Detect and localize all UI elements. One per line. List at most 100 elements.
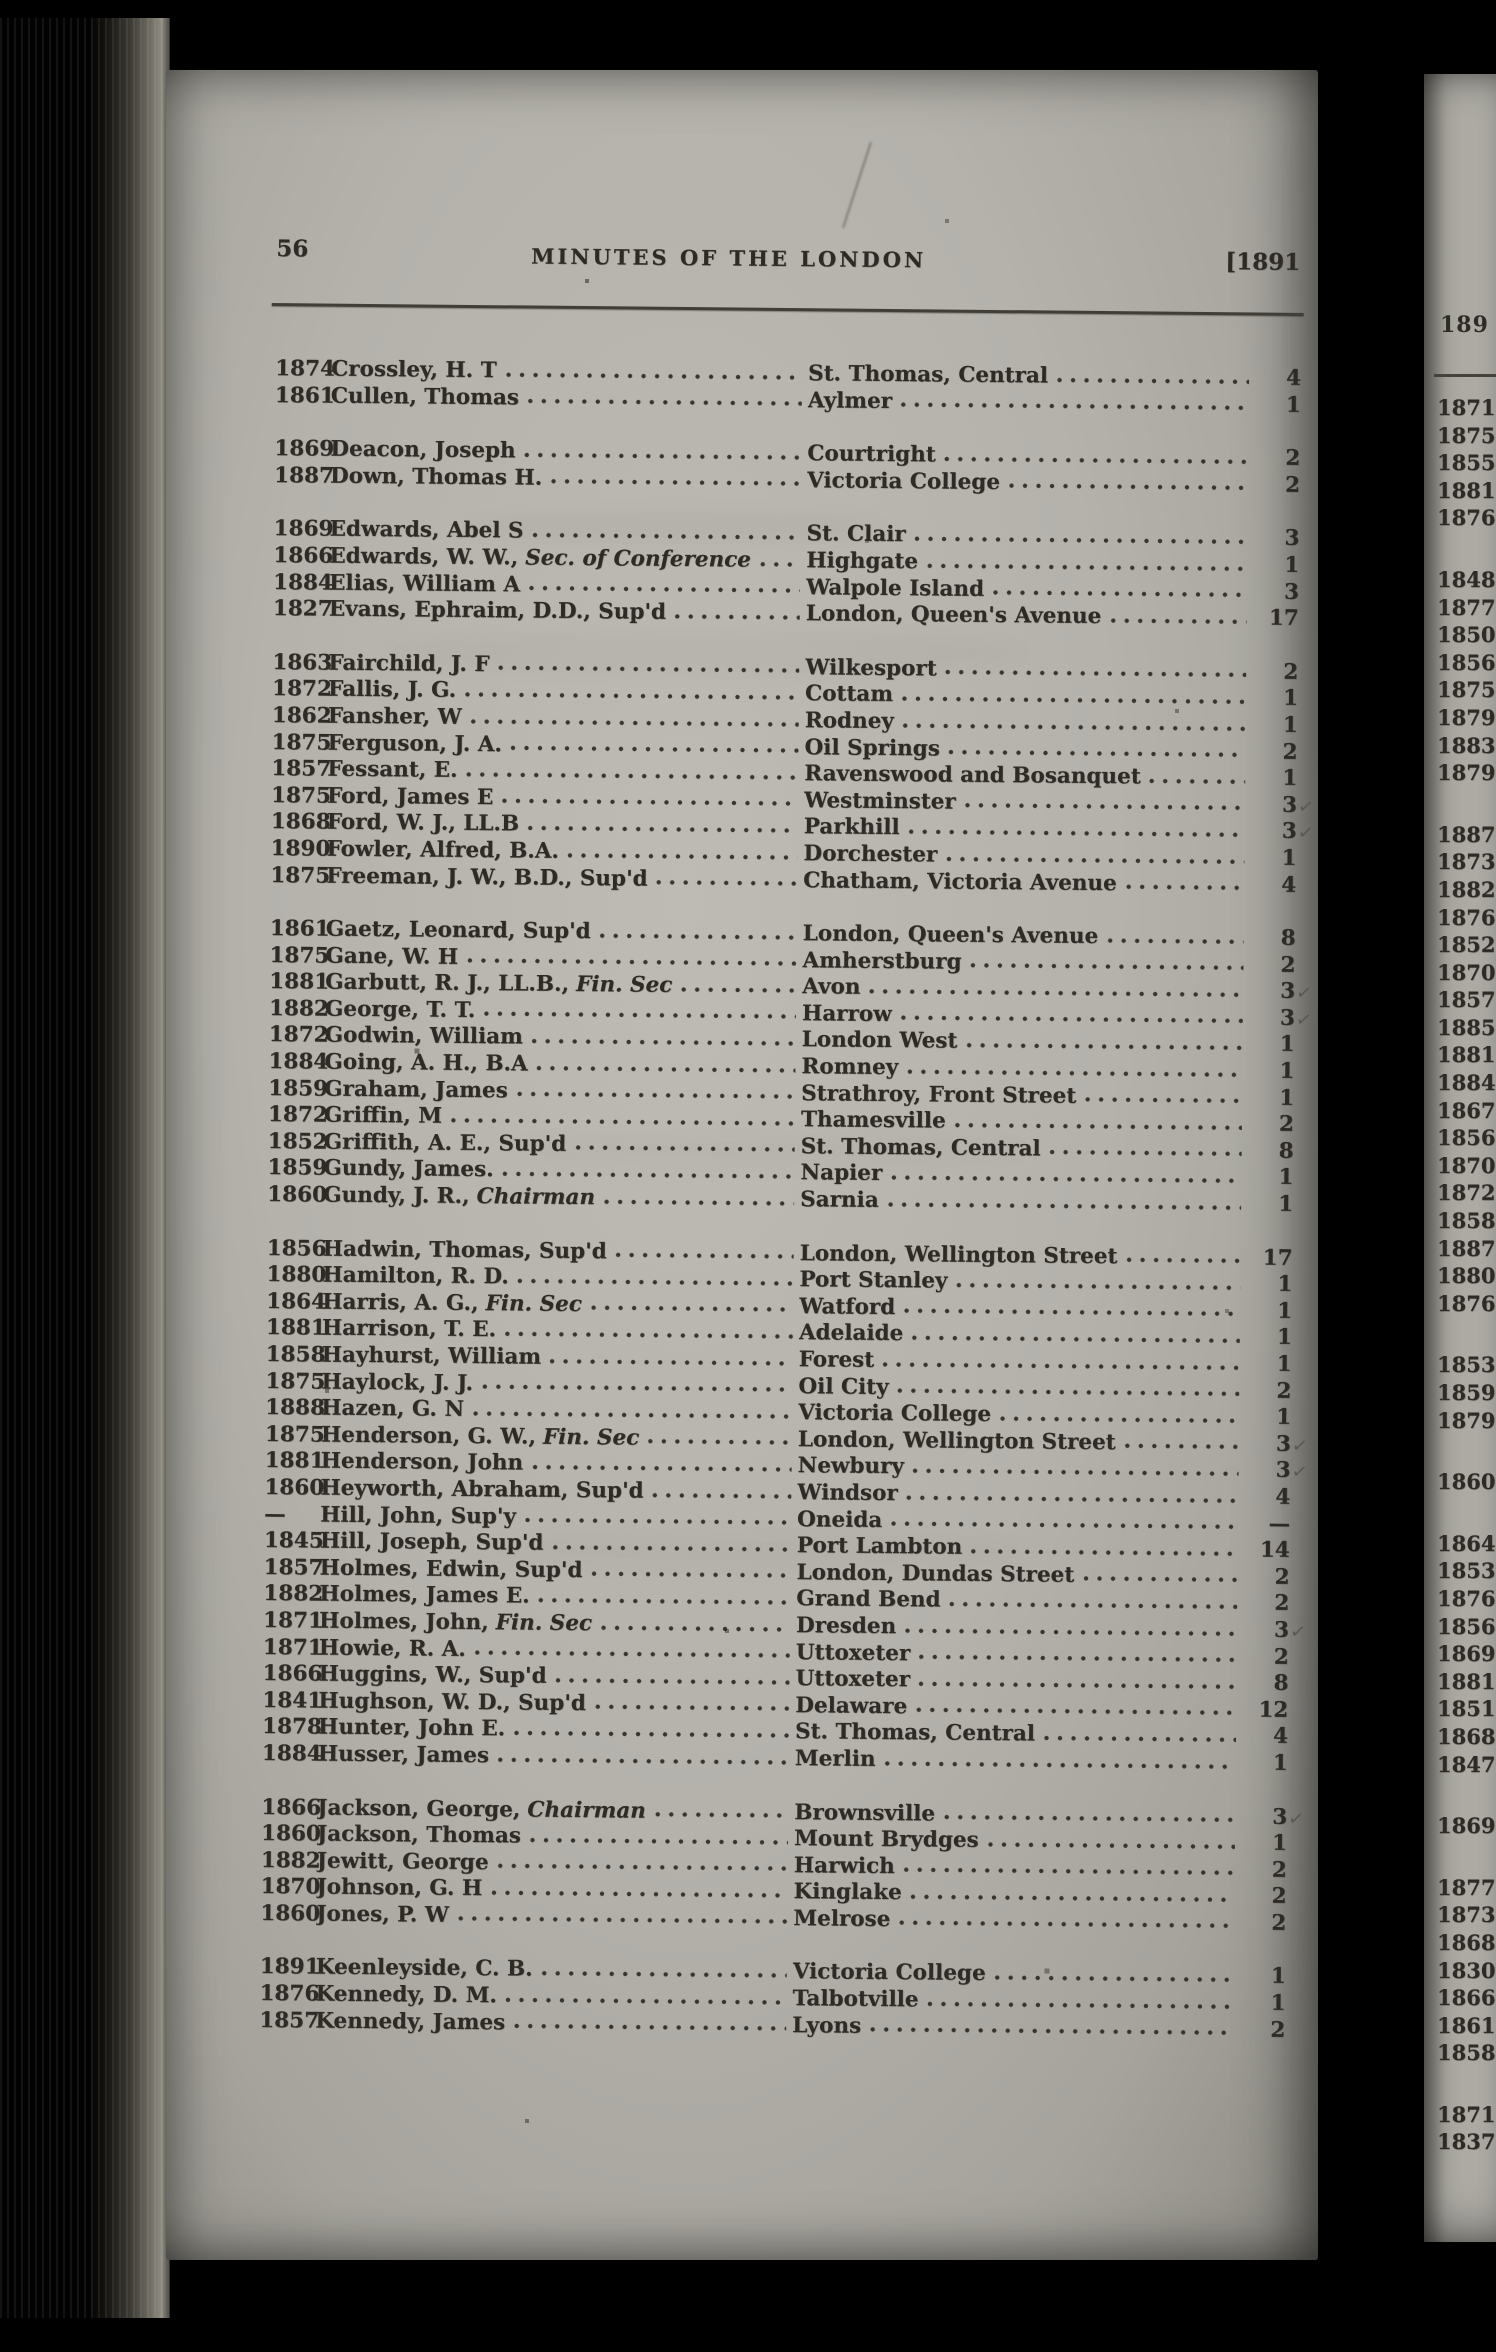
name-cell: Freeman, J. W., B.D., Sup'd [326, 863, 803, 894]
minister-name: Griffith, A. E., Sup'd [323, 1129, 567, 1157]
dot-leader [554, 1675, 790, 1687]
years-count: 3 ✓ [1245, 1431, 1309, 1458]
station-name: Talbotville [792, 1986, 919, 2013]
dot-leader [589, 1303, 794, 1315]
year-strip-item: 1885 [1437, 1014, 1496, 1040]
station-name: Uttoxeter [795, 1666, 911, 1693]
dot-leader [903, 1306, 1241, 1319]
dot-leader [496, 1861, 788, 1874]
station-name: Avon [802, 974, 861, 1000]
station-name: St. Thomas, Central [794, 1719, 1036, 1747]
station-name: Mount Brydges [793, 1826, 979, 1853]
dot-leader [1125, 1255, 1241, 1266]
minister-name: Hazen, G. N [321, 1395, 465, 1423]
station-name: Lyons [792, 2012, 862, 2039]
dot-leader [1042, 1733, 1237, 1745]
minister-name: Gundy, J. R., [323, 1182, 470, 1210]
dot-leader [473, 1648, 790, 1661]
minister-name: Cullen, Thomas [330, 383, 520, 411]
year-received: 1875 [269, 942, 330, 969]
dot-leader [531, 1462, 792, 1475]
years-count: 17 [1268, 605, 1299, 632]
dot-leader [497, 663, 800, 676]
next-page-year-column: 1871 1875 1855 1881 1876 1848 1877 1850 1856 1875… [1437, 394, 1495, 2190]
name-cell: Evans, Ephraim, D.D., Sup'd [329, 597, 806, 628]
year-received: 1857 [263, 1554, 324, 1581]
dot-leader [653, 1809, 789, 1821]
minister-name: Jewitt, George [316, 1848, 489, 1875]
station-name: Courtright [807, 441, 936, 468]
dot-leader [758, 559, 801, 569]
dot-leader [943, 454, 1249, 467]
year-strip-item: 1837 [1437, 2129, 1496, 2155]
year-strip-item: 1853 [1437, 1352, 1496, 1378]
minister-name: Huggins, W., Sup'd [318, 1661, 547, 1689]
year-received: 1861 [274, 382, 335, 409]
years-count: 1 [1282, 765, 1298, 792]
year-received: 1869 [274, 436, 335, 462]
minister-name: Freeman, J. W., B.D., Sup'd [326, 863, 648, 892]
year-strip-item: 1856 [1437, 1125, 1496, 1151]
year-strip-item: 1879 [1437, 704, 1496, 730]
pencil-check-mark: ✓ [1286, 1806, 1306, 1831]
letter-group: 1891 Keenleyside, C. B. Victoria College 1 1… [259, 1954, 1286, 2044]
minister-name: George, T. T. [324, 996, 476, 1023]
minister-name: Down, Thomas H. [329, 463, 543, 491]
minister-name: Elias, William A [328, 570, 521, 597]
year-strip-group: 1869 [1437, 1812, 1495, 1840]
dot-leader [926, 1999, 1234, 2012]
dot-leader [526, 396, 802, 409]
years-count: 2 [1285, 445, 1301, 472]
year-received: 1876 [259, 1981, 320, 2007]
dot-leader [955, 1280, 1241, 1293]
years-count: 1 [1279, 1058, 1295, 1084]
station-name: Westminster [803, 787, 956, 815]
years-count: 1 [1276, 1325, 1292, 1351]
minister-name: Kennedy, James [315, 2008, 506, 2036]
minister-name: Holmes, John, [318, 1608, 489, 1636]
dot-leader [906, 1066, 1243, 1080]
year-received: 1882 [268, 995, 329, 1022]
station-name: Amherstburg [802, 947, 962, 975]
minister-name: Fansher, W [327, 703, 462, 730]
station-name: St. Thomas, Central [800, 1133, 1041, 1162]
dot-leader [901, 720, 1246, 733]
station-name: London, Queen's Avenue [805, 601, 1102, 630]
minister-name: Harrison, T. E. [321, 1315, 497, 1343]
dot-leader [513, 2021, 787, 2034]
dot-leader [886, 1199, 1242, 1213]
name-cell: Cullen, Thomas [331, 383, 808, 414]
year-strip-item: 1876 [1437, 1585, 1496, 1611]
year-strip-item: 1875 [1437, 677, 1496, 703]
year-strip-item: 1881 [1437, 1042, 1496, 1068]
dot-leader [890, 1519, 1239, 1532]
year-received: 1882 [260, 1847, 321, 1874]
station-name: London, Dundas Street [796, 1559, 1075, 1588]
dot-leader [965, 1040, 1243, 1053]
dot-leader [504, 369, 803, 382]
dot-leader [469, 716, 799, 729]
year-received: 1875 [264, 1421, 325, 1448]
year-strip-item: 1876 [1437, 1290, 1496, 1316]
year-received: 1887 [273, 462, 335, 489]
station-name: Romney [801, 1054, 899, 1081]
year-strip-item: 1868 [1437, 1929, 1496, 1955]
dot-leader [904, 1625, 1238, 1638]
dot-leader [913, 534, 1248, 547]
years-count: 2 [1276, 1378, 1292, 1404]
pencil-check-mark: ✓ [1296, 821, 1316, 846]
year-strip-item: 1830 [1437, 1957, 1496, 1983]
minister-office-italic: Fin. Sec [542, 1424, 640, 1451]
year-received: 1875 [271, 729, 332, 756]
station-name: Forest [798, 1347, 875, 1373]
dot-leader [513, 1728, 790, 1740]
years-count: 2 [1271, 1857, 1287, 1883]
dot-leader [882, 1359, 1240, 1372]
minister-name: Haylock, J. J. [321, 1369, 474, 1396]
dot-leader [1055, 375, 1250, 387]
year-received: 1882 [263, 1581, 324, 1607]
years-count: — [1268, 1511, 1291, 1537]
dot-leader [673, 611, 800, 622]
loc-cell: London, Queen's Avenue [806, 601, 1253, 632]
minister-name: Hill, Joseph, Sup'd [319, 1528, 544, 1556]
